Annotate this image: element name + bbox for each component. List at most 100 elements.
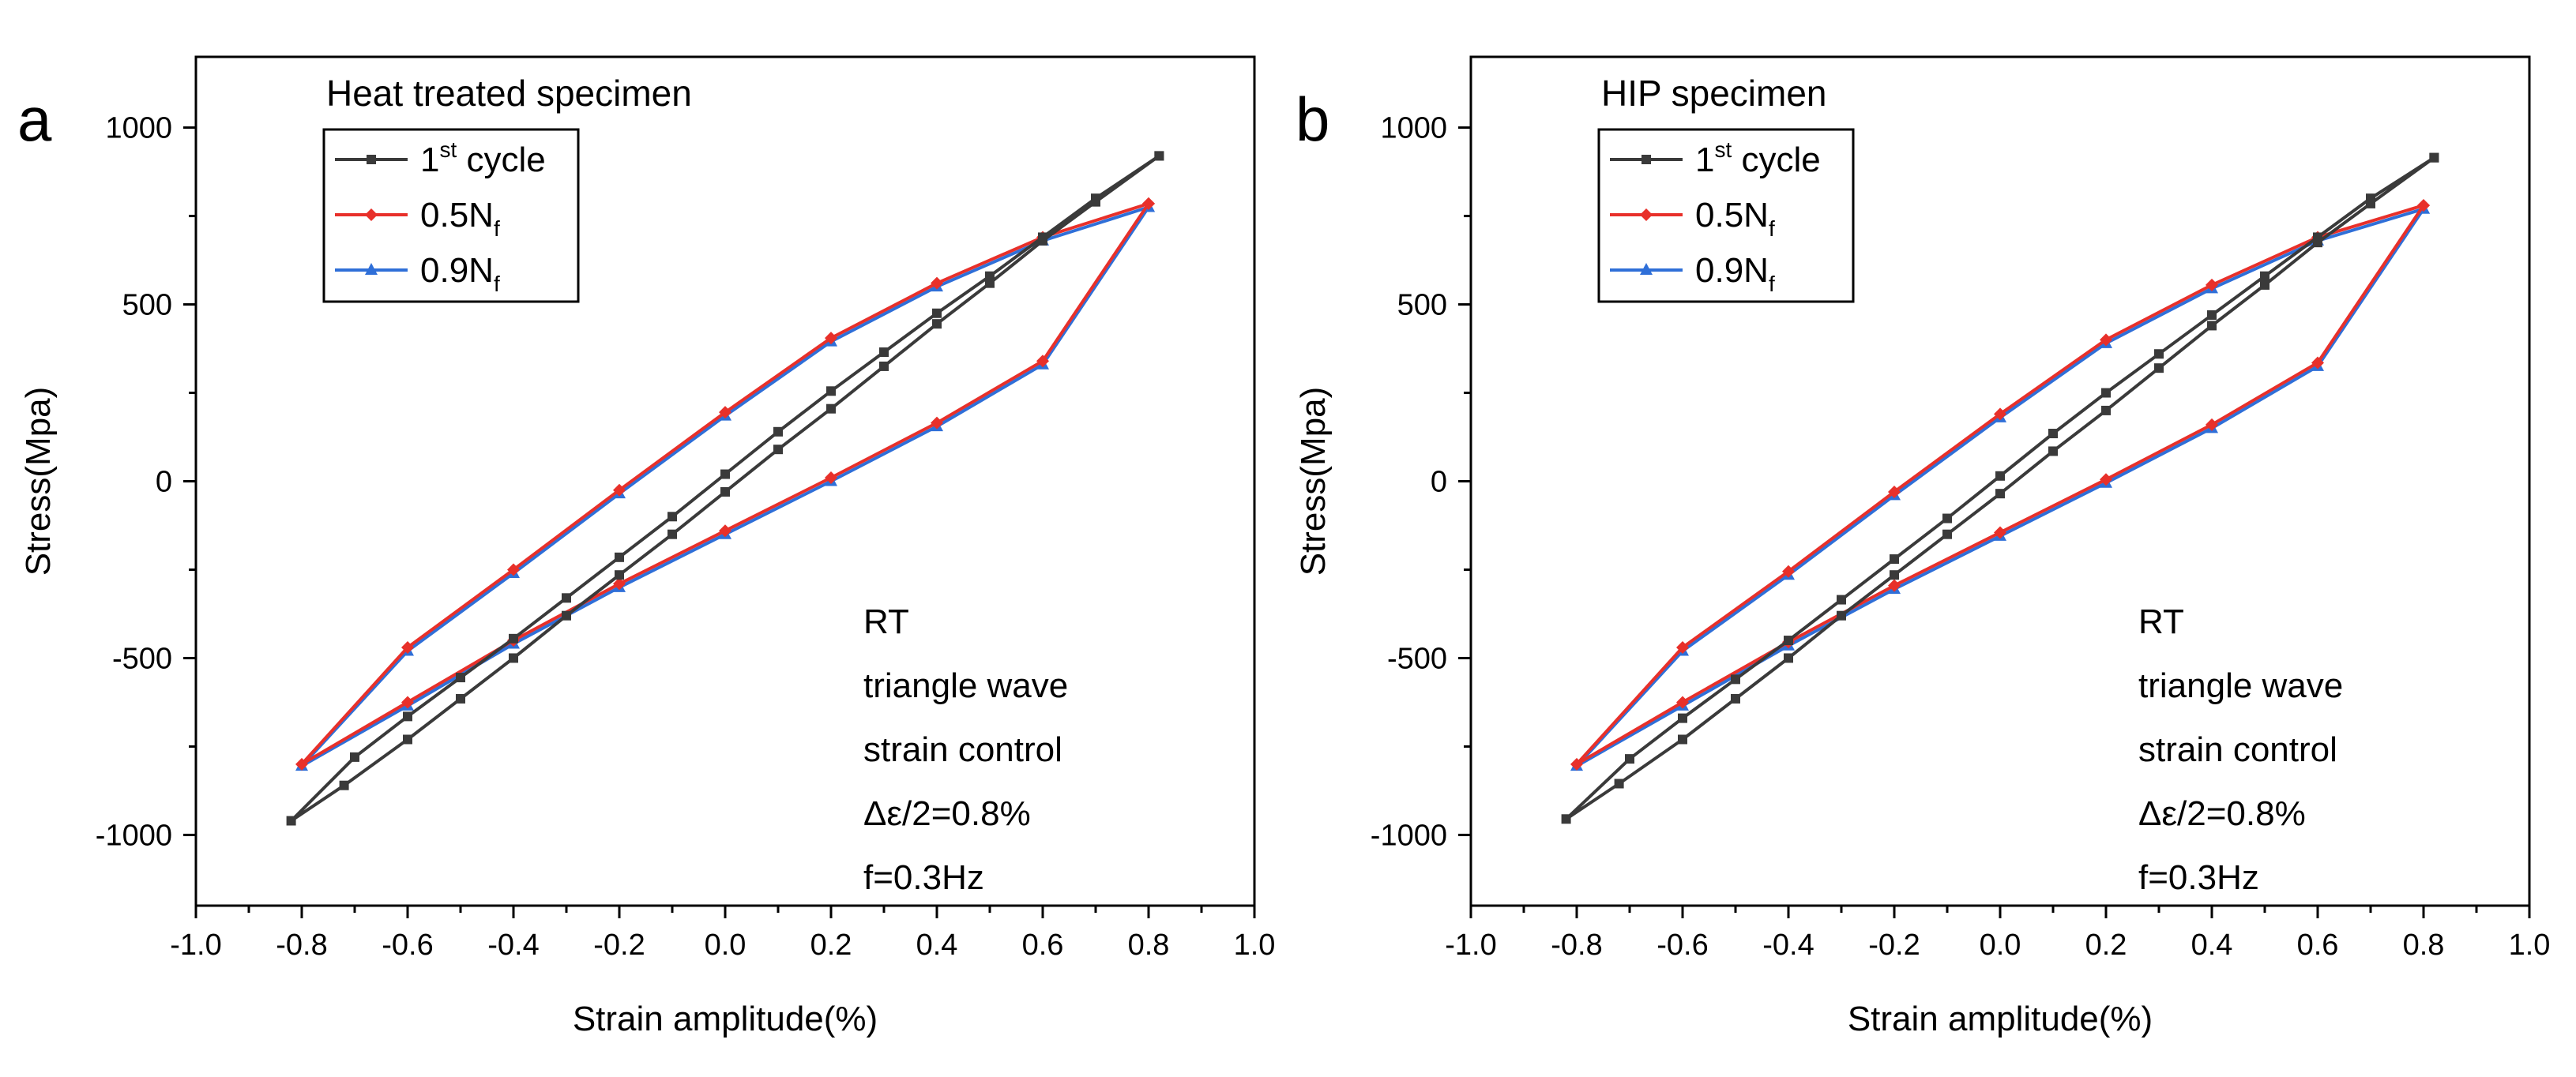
data-point bbox=[2206, 418, 2218, 431]
y-tick-label: -500 bbox=[1387, 642, 1447, 675]
x-axis-label: Strain amplitude(%) bbox=[1848, 1000, 2153, 1038]
data-point bbox=[825, 332, 837, 345]
data-point bbox=[1731, 674, 1740, 685]
panel-label: a bbox=[17, 84, 52, 154]
data-point bbox=[1038, 235, 1047, 246]
data-point bbox=[2100, 333, 2112, 347]
data-point bbox=[825, 471, 837, 485]
chart-panel-b: b -1.0 -0.8 -0.6 -0.4 -0.2 0.0 0.2 0.4 0.6 0.8 1.0 -… bbox=[1294, 55, 2550, 1038]
data-point bbox=[1625, 754, 1634, 764]
legend-marker bbox=[365, 263, 378, 275]
data-point bbox=[1890, 554, 1899, 565]
data-point bbox=[507, 563, 520, 576]
data-point bbox=[1784, 636, 1793, 646]
data-point bbox=[879, 361, 889, 371]
chart-title: Heat treated specimen bbox=[326, 73, 692, 114]
data-point bbox=[613, 577, 626, 591]
data-point bbox=[562, 610, 571, 621]
legend-item-0: 1st cycle bbox=[335, 137, 546, 179]
data-point bbox=[1995, 489, 2005, 499]
data-point bbox=[668, 529, 677, 539]
x-tick-label: -0.4 bbox=[487, 929, 539, 962]
data-point bbox=[1614, 779, 1624, 789]
data-point bbox=[1142, 197, 1155, 210]
data-point bbox=[1994, 407, 2006, 421]
annotation-line: strain control bbox=[2138, 730, 2337, 769]
data-point bbox=[2206, 278, 2218, 291]
data-point bbox=[1561, 814, 1571, 824]
y-tick-label: 0 bbox=[156, 466, 172, 499]
x-tick-label: 0.2 bbox=[2085, 929, 2127, 962]
data-point bbox=[509, 633, 518, 644]
data-point bbox=[1091, 197, 1100, 207]
annotation-line: Δε/2=0.8% bbox=[863, 794, 1031, 833]
data-point bbox=[295, 757, 308, 771]
y-tick-label: 0 bbox=[1431, 466, 1447, 499]
legend-item-1: 0.5Nf bbox=[335, 196, 500, 241]
annotation-line: f=0.3Hz bbox=[2138, 858, 2259, 897]
data-point bbox=[562, 593, 571, 603]
x-tick-label: -0.6 bbox=[1657, 929, 1708, 962]
data-point bbox=[615, 570, 624, 580]
data-point bbox=[2207, 310, 2217, 320]
y-axis-label: Stress(Mpa) bbox=[1294, 387, 1333, 576]
legend-label-sub: f bbox=[494, 272, 500, 296]
legend-label-rest: cycle bbox=[1732, 141, 1820, 179]
annotation-line: f=0.3Hz bbox=[863, 858, 984, 897]
data-point bbox=[456, 673, 465, 683]
data-point bbox=[1942, 513, 1952, 523]
legend-label-sup: st bbox=[1714, 137, 1732, 162]
data-point bbox=[719, 524, 731, 538]
x-tick-label: 0.4 bbox=[2191, 929, 2233, 962]
data-point bbox=[2048, 446, 2058, 456]
x-tick-label: -0.8 bbox=[276, 929, 327, 962]
series-0 bbox=[286, 151, 1164, 826]
legend-label-base: 1 bbox=[1695, 141, 1714, 179]
data-point bbox=[1837, 595, 1846, 605]
y-tick-label: 500 bbox=[122, 289, 172, 322]
data-point bbox=[931, 276, 943, 290]
legend-label-sub: f bbox=[1769, 216, 1775, 241]
series-0 bbox=[1561, 152, 2439, 824]
data-point bbox=[286, 816, 296, 826]
data-point bbox=[720, 469, 730, 479]
legend-marker bbox=[1641, 155, 1651, 164]
y-tick-label: -500 bbox=[112, 642, 172, 675]
data-point bbox=[2260, 280, 2270, 290]
x-tick-label: -0.8 bbox=[1551, 929, 1602, 962]
x-tick-label: 0.0 bbox=[705, 929, 746, 962]
legend-marker bbox=[365, 208, 378, 221]
data-point bbox=[456, 693, 465, 704]
data-point bbox=[1837, 610, 1846, 621]
series-1 bbox=[1570, 199, 2430, 771]
data-point bbox=[1678, 734, 1687, 745]
legend-label: 0.9Nf bbox=[420, 251, 500, 296]
legend-item-0: 1st cycle bbox=[1610, 137, 1821, 179]
panel-label: b bbox=[1296, 84, 1329, 154]
data-point bbox=[1994, 526, 2006, 539]
legend-marker bbox=[367, 155, 376, 164]
annotation-line: Δε/2=0.8% bbox=[2138, 794, 2306, 833]
data-point bbox=[985, 278, 995, 288]
data-point bbox=[1995, 471, 2005, 481]
data-point bbox=[1888, 579, 1901, 592]
x-axis-label: Strain amplitude(%) bbox=[573, 1000, 878, 1038]
x-tick-label: 0.0 bbox=[1980, 929, 2021, 962]
data-point bbox=[2366, 198, 2375, 208]
data-point bbox=[403, 734, 412, 745]
y-axis-label: Stress(Mpa) bbox=[19, 387, 58, 576]
data-point bbox=[2154, 349, 2164, 359]
data-point bbox=[1890, 570, 1899, 580]
x-tick-label: 0.6 bbox=[1022, 929, 1064, 962]
legend-label-rest: cycle bbox=[457, 141, 545, 179]
legend-label-base: 0.9N bbox=[420, 251, 494, 290]
legend-label-base: 0.5N bbox=[1695, 196, 1769, 235]
x-tick-label: -1.0 bbox=[1445, 929, 1496, 962]
legend-label-sub: f bbox=[1769, 272, 1775, 296]
legend-marker bbox=[1640, 263, 1653, 275]
data-point bbox=[1731, 693, 1740, 704]
legend-item-2: 0.9Nf bbox=[1610, 251, 1775, 296]
data-point bbox=[2260, 271, 2270, 281]
data-point bbox=[879, 347, 889, 358]
